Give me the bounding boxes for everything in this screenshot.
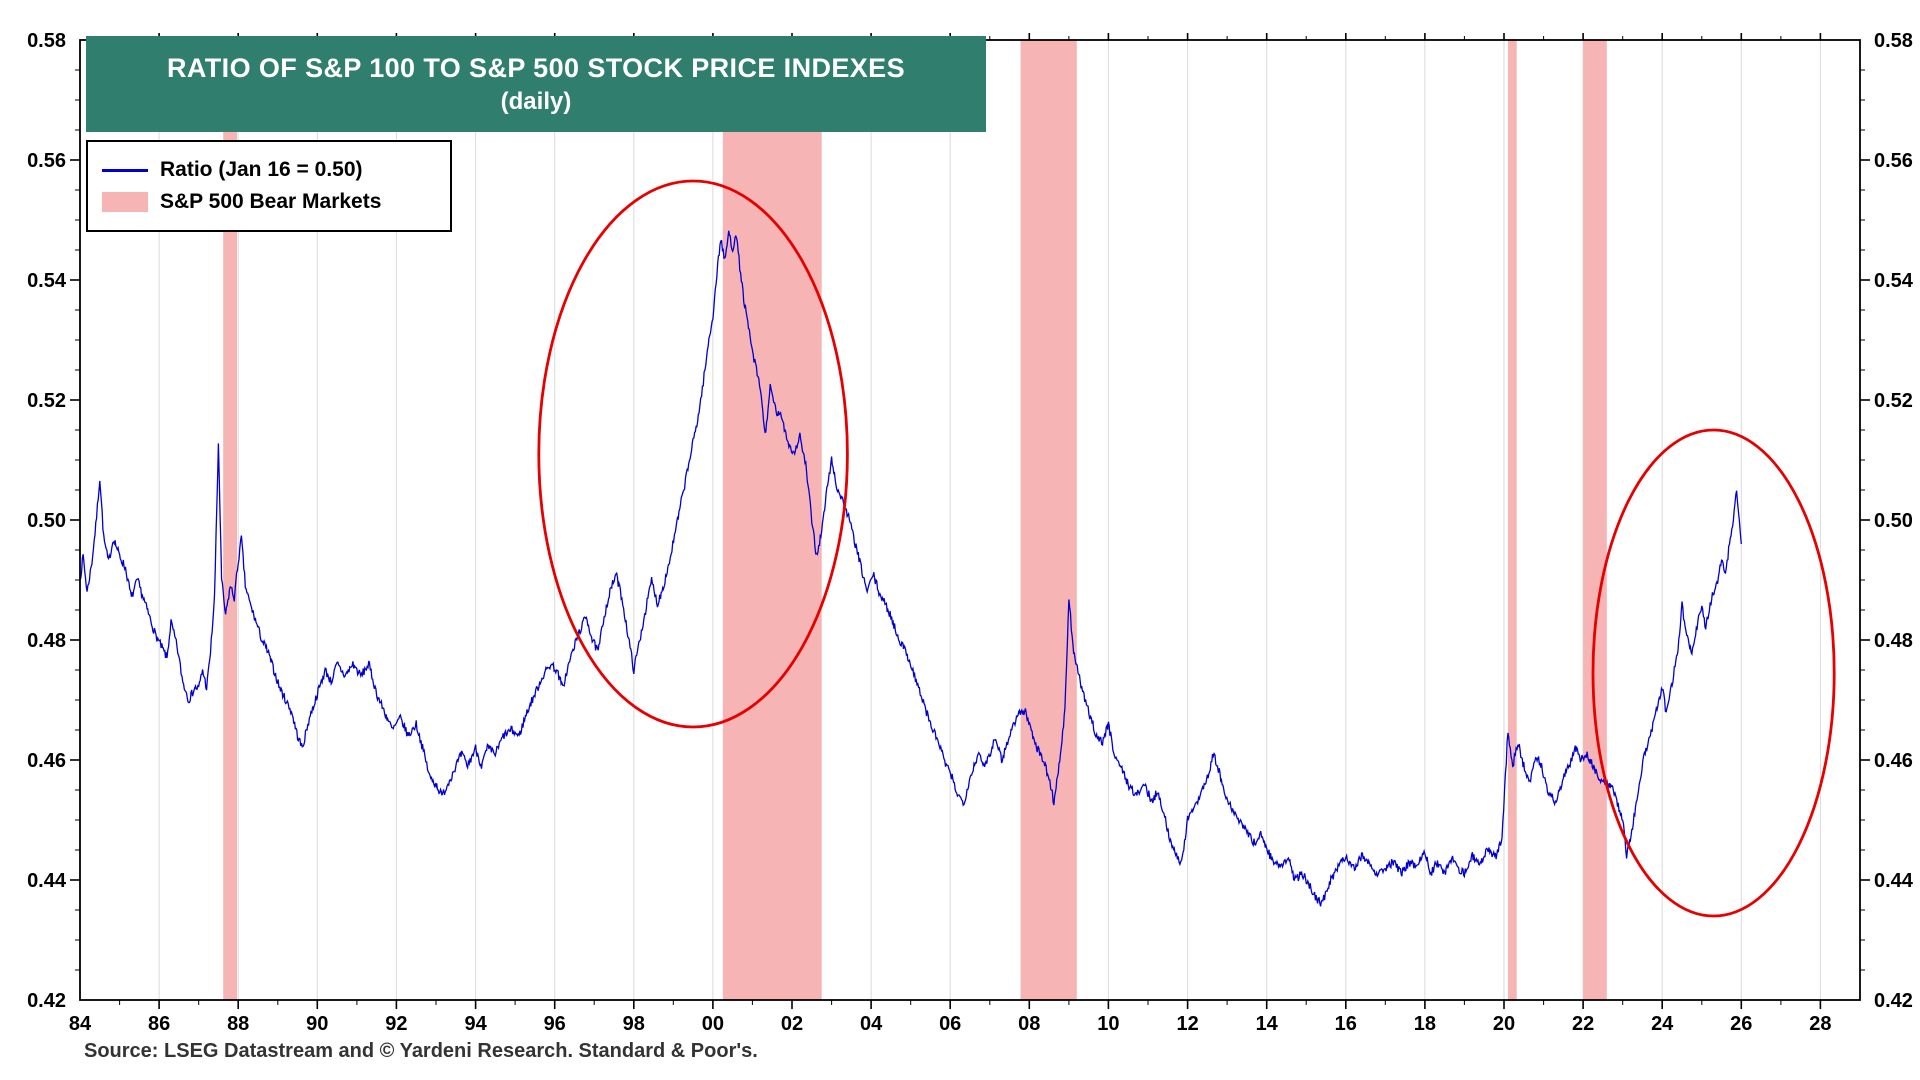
line-series-swatch-icon: [102, 168, 148, 172]
y-tick-label-left: 0.46: [27, 750, 66, 772]
y-tick-label-right: 0.52: [1874, 390, 1913, 412]
x-tick-label: 24: [1651, 1013, 1674, 1035]
x-tick-label: 14: [1256, 1013, 1279, 1035]
legend-label-bear-markets: S&P 500 Bear Markets: [160, 190, 382, 213]
bear-market-band: [722, 40, 822, 1000]
legend-label-ratio: Ratio (Jan 16 = 0.50): [160, 158, 363, 181]
x-tick-label: 90: [306, 1013, 328, 1035]
y-tick-label-right: 0.54: [1874, 270, 1914, 292]
x-tick-label: 92: [385, 1013, 407, 1035]
x-tick-label: 06: [939, 1013, 961, 1035]
bear-market-swatch-icon: [102, 192, 148, 212]
x-tick-label: 98: [623, 1013, 645, 1035]
bear-market-band: [1583, 40, 1607, 1000]
chart-title: RATIO OF S&P 100 TO S&P 500 STOCK PRICE …: [166, 52, 906, 83]
x-tick-label: 18: [1414, 1013, 1436, 1035]
y-tick-label-right: 0.48: [1874, 630, 1913, 652]
ratio-line: [79, 230, 1742, 907]
y-tick-label-right: 0.46: [1874, 750, 1913, 772]
chart-title-box: RATIO OF S&P 100 TO S&P 500 STOCK PRICE …: [86, 36, 986, 132]
bear-market-band: [223, 40, 237, 1000]
x-tick-label: 94: [464, 1013, 487, 1035]
y-tick-label-left: 0.58: [27, 30, 66, 52]
y-tick-label-left: 0.56: [27, 150, 66, 172]
y-tick-label-right: 0.42: [1874, 990, 1913, 1012]
x-tick-label: 86: [148, 1013, 170, 1035]
y-tick-label-left: 0.50: [27, 510, 66, 532]
y-tick-label-left: 0.54: [27, 270, 67, 292]
source-note: Source: LSEG Datastream and © Yardeni Re…: [84, 1040, 758, 1062]
y-tick-label-left: 0.42: [27, 990, 66, 1012]
x-tick-label: 08: [1018, 1013, 1040, 1035]
bear-market-band: [1020, 40, 1077, 1000]
legend-item-bear-markets: S&P 500 Bear Markets: [102, 190, 450, 214]
x-tick-label: 28: [1809, 1013, 1831, 1035]
y-tick-label-right: 0.50: [1874, 510, 1913, 532]
y-tick-label-left: 0.48: [27, 630, 66, 652]
x-tick-label: 16: [1335, 1013, 1357, 1035]
x-tick-label: 04: [860, 1013, 883, 1035]
bear-market-band: [1508, 40, 1517, 1000]
legend-box: Ratio (Jan 16 = 0.50) S&P 500 Bear Marke…: [86, 140, 452, 232]
x-tick-label: 84: [69, 1013, 92, 1035]
y-tick-label-right: 0.56: [1874, 150, 1913, 172]
x-tick-label: 22: [1572, 1013, 1594, 1035]
x-tick-label: 02: [781, 1013, 803, 1035]
highlight-ellipse: [1591, 428, 1836, 918]
x-tick-label: 88: [227, 1013, 249, 1035]
chart-subtitle: (daily): [500, 87, 572, 115]
legend-item-ratio: Ratio (Jan 16 = 0.50): [102, 158, 450, 182]
x-tick-label: 12: [1176, 1013, 1198, 1035]
x-tick-label: 20: [1493, 1013, 1515, 1035]
y-tick-label-right: 0.44: [1874, 870, 1914, 892]
x-tick-label: 00: [702, 1013, 724, 1035]
x-tick-label: 96: [544, 1013, 566, 1035]
y-tick-label-left: 0.44: [27, 870, 67, 892]
x-tick-label: 26: [1730, 1013, 1752, 1035]
highlight-ellipse: [537, 179, 849, 729]
y-tick-label-right: 0.58: [1874, 30, 1913, 52]
x-tick-label: 10: [1097, 1013, 1119, 1035]
y-tick-label-left: 0.52: [27, 390, 66, 412]
